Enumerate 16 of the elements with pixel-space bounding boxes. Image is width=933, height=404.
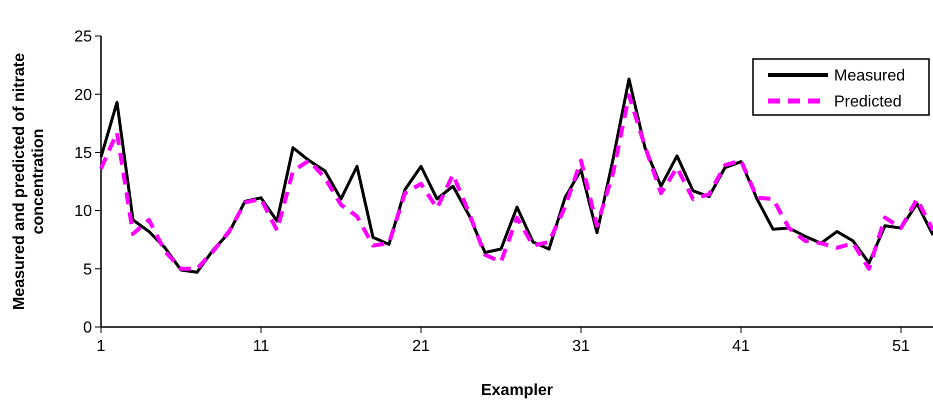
x-tick-label: 31 <box>572 338 590 355</box>
x-axis-title: Exampler <box>480 382 554 399</box>
x-tick-label: 21 <box>412 338 430 355</box>
y-tick-label: 10 <box>74 203 92 220</box>
x-tick-label: 51 <box>892 338 910 355</box>
y-axis-title: Measured and predicted of nitrate concentration <box>11 52 48 310</box>
legend-label: Predicted <box>834 94 902 111</box>
y-tick-label: 20 <box>74 86 92 104</box>
x-tick-label: 11 <box>252 338 270 355</box>
x-tick-label: 41 <box>732 338 750 355</box>
y-tick-label: 15 <box>74 145 92 162</box>
y-tick-label: 0 <box>83 320 92 337</box>
legend-label: Measured <box>834 68 906 85</box>
y-tick-label: 5 <box>83 261 92 278</box>
y-tick-label: 25 <box>74 28 92 46</box>
x-tick-label: 1 <box>96 338 106 355</box>
